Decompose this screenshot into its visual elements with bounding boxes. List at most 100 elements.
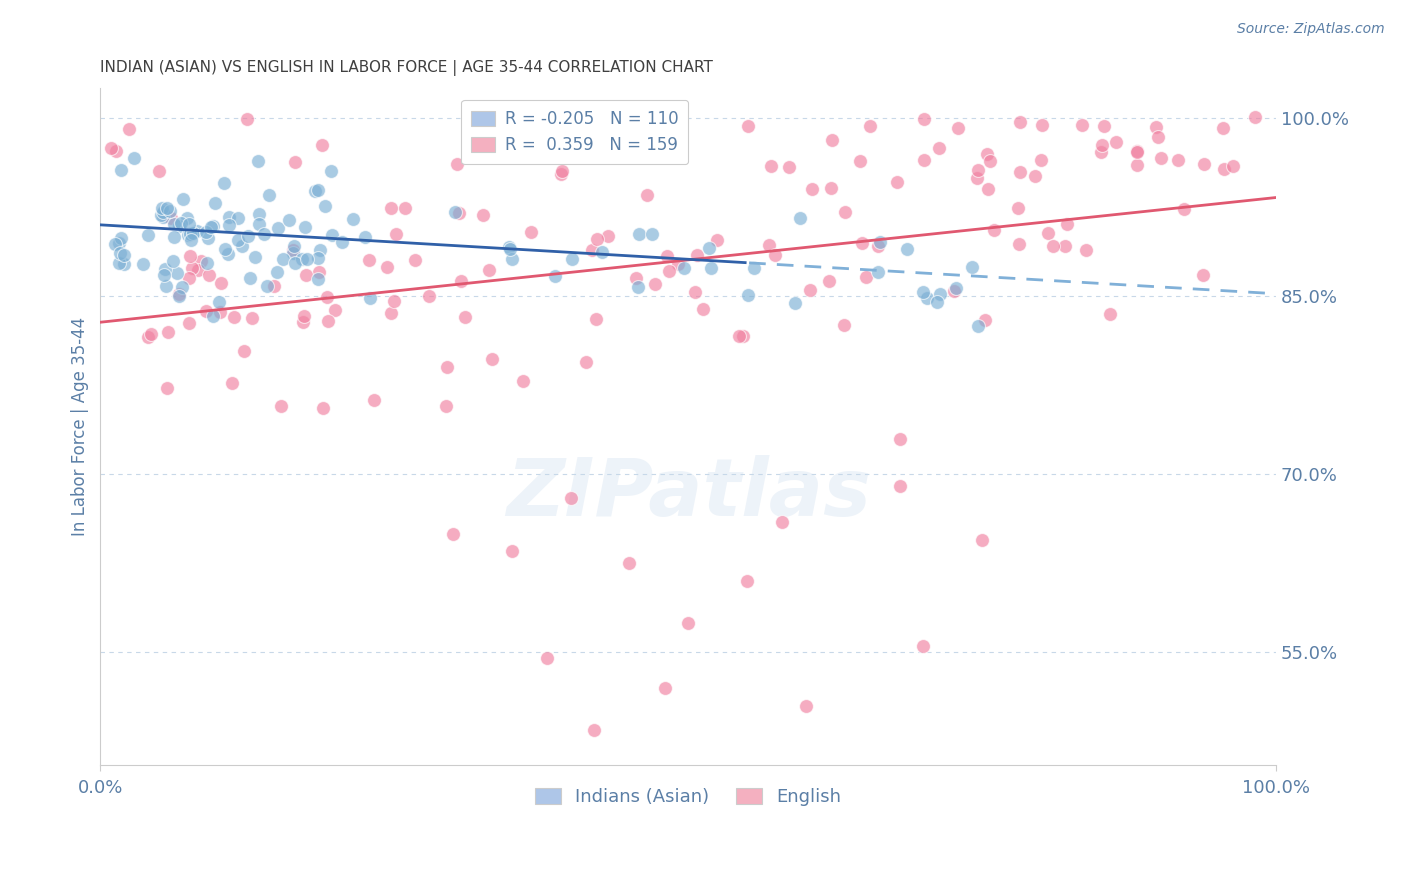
Point [202,219,225,233]
Point [983,223,1005,237]
Point [176,211,198,225]
Point [560,491,582,505]
Point [363,392,385,407]
Point [404,253,426,268]
Point [896,242,918,256]
Point [574,354,596,368]
Point [446,157,468,171]
Point [359,253,381,268]
Point [172,280,194,294]
Point [380,201,402,215]
Point [737,288,759,302]
Point [150,201,173,215]
Point [122,151,145,165]
Text: Source: ZipAtlas.com: Source: ZipAtlas.com [1237,22,1385,37]
Point [1173,202,1195,216]
Point [256,279,278,293]
Point [233,343,256,358]
Point [943,285,966,299]
Point [359,292,381,306]
Point [591,244,613,259]
Point [692,301,714,316]
Point [240,310,263,325]
Point [520,225,543,239]
Point [946,121,969,136]
Point [153,261,176,276]
Point [596,128,619,142]
Point [152,204,174,219]
Point [778,161,800,175]
Point [1125,145,1147,159]
Point [394,201,416,215]
Point [307,271,329,285]
Point [627,280,650,294]
Point [105,144,128,158]
Point [208,304,231,318]
Point [727,328,749,343]
Point [706,233,728,247]
Point [197,230,219,244]
Point [869,235,891,250]
Point [444,205,467,219]
Point [1243,111,1265,125]
Point [1212,120,1234,135]
Point [253,227,276,241]
Point [179,249,201,263]
Point [294,268,316,282]
Point [162,229,184,244]
Point [1192,157,1215,171]
Point [1008,165,1031,179]
Point [441,526,464,541]
Point [1099,307,1122,321]
Point [1105,135,1128,149]
Point [612,130,634,145]
Point [551,164,574,178]
Point [342,212,364,227]
Point [889,432,911,446]
Point [866,239,889,253]
Point [304,184,326,198]
Point [294,219,316,234]
Point [763,248,786,262]
Point [307,252,329,266]
Point [204,195,226,210]
Point [284,155,307,169]
Point [1024,169,1046,184]
Point [626,271,648,285]
Point [834,204,856,219]
Point [1150,151,1173,165]
Point [1192,268,1215,282]
Point [190,254,212,268]
Point [735,574,758,588]
Point [450,274,472,288]
Point [479,134,502,148]
Point [744,261,766,276]
Point [156,201,179,215]
Point [699,241,721,255]
Point [501,544,523,558]
Point [307,183,329,197]
Point [1038,226,1060,240]
Point [308,243,330,257]
Point [284,256,307,270]
Point [889,479,911,493]
Point [270,399,292,413]
Point [239,270,262,285]
Point [156,381,179,395]
Point [214,242,236,256]
Point [820,181,842,195]
Point [382,294,405,309]
Point [636,188,658,202]
Point [308,264,330,278]
Point [354,229,377,244]
Point [141,327,163,342]
Point [849,154,872,169]
Point [499,242,522,256]
Point [966,171,988,186]
Text: ZIPatlas: ZIPatlas [506,456,870,533]
Point [561,252,583,266]
Point [641,227,664,242]
Point [581,243,603,257]
Point [152,268,174,282]
Point [1008,237,1031,252]
